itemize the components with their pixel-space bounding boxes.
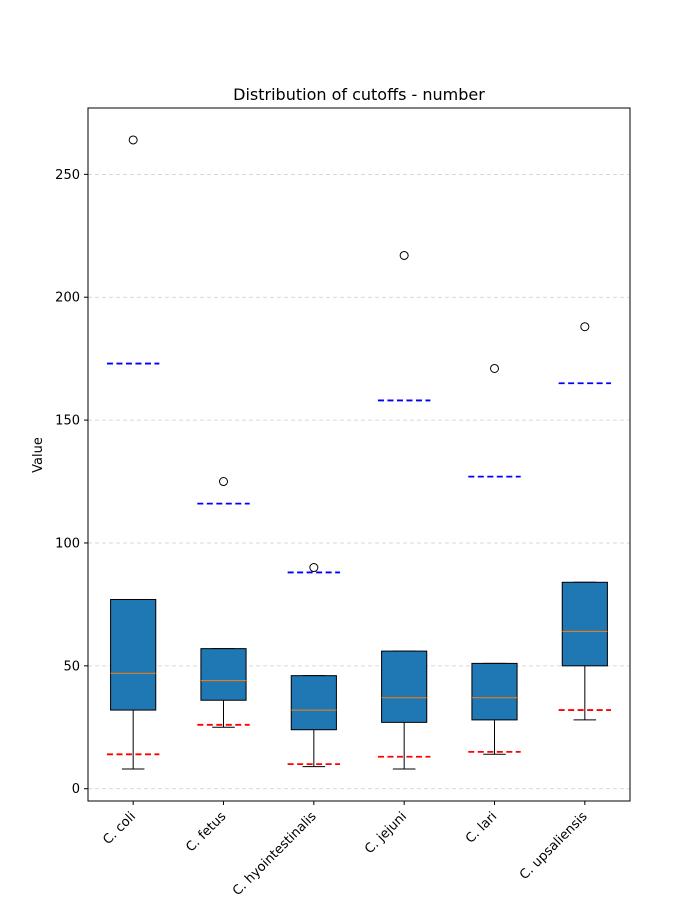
- y-tick-label: 50: [63, 659, 80, 674]
- y-axis-label: Value: [31, 437, 46, 473]
- axes-frame: [87, 107, 631, 802]
- boxplot-3: [287, 563, 341, 768]
- boxplot-1: [106, 135, 160, 770]
- iqr-box: [471, 662, 518, 721]
- iqr-box: [561, 581, 608, 667]
- boxplots: [106, 135, 612, 770]
- y-axis-ticks: 0 50 100 150 200 250: [55, 168, 88, 797]
- y-tick-label: 0: [72, 782, 80, 797]
- outlier-point: [309, 563, 319, 573]
- outlier-point: [128, 135, 138, 145]
- chart-title: Distribution of cutoffs - number: [233, 85, 485, 104]
- boxplot-4: [377, 250, 431, 770]
- boxplot-2: [197, 477, 250, 728]
- outlier-point: [399, 250, 409, 260]
- iqr-box: [110, 598, 157, 711]
- y-tick-label: 100: [55, 536, 80, 551]
- boxplot-6: [558, 322, 612, 721]
- y-tick-label: 150: [55, 414, 80, 429]
- outlier-point: [580, 322, 590, 332]
- outlier-point: [219, 477, 228, 487]
- y-tick-label: 250: [55, 168, 80, 183]
- iqr-box: [381, 650, 428, 723]
- y-tick-label: 200: [55, 291, 80, 306]
- outlier-point: [490, 363, 499, 373]
- gridlines: [88, 173, 630, 790]
- iqr-box: [290, 675, 337, 731]
- boxplot-5: [468, 363, 521, 755]
- iqr-box: [200, 648, 247, 701]
